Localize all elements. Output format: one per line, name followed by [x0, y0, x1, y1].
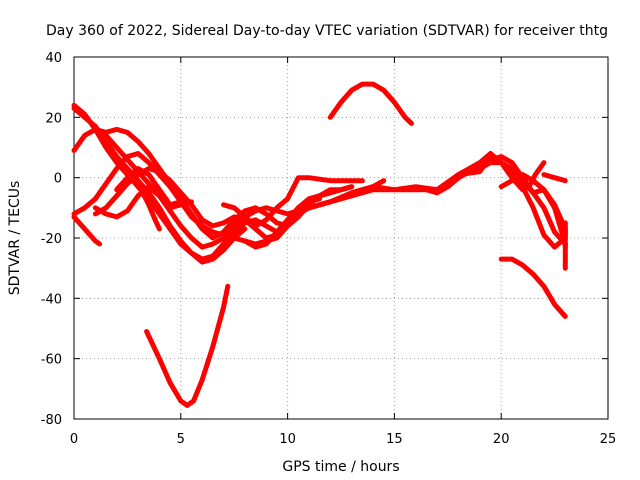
series-line-s21: [501, 259, 565, 316]
tick-layer: 0 5 10 15 20 25 -80 -60 -40 -20 0 20 40: [41, 51, 617, 447]
series-line-s6: [74, 217, 100, 244]
x-tick-label: 0: [70, 432, 78, 447]
x-axis-label: GPS time / hours: [282, 459, 399, 475]
y-tick-label: -80: [41, 413, 62, 428]
y-tick-label: -40: [41, 292, 62, 307]
series-layer: [74, 84, 565, 405]
y-tick-label: -60: [41, 353, 62, 368]
y-tick-label: -20: [41, 232, 62, 247]
x-tick-label: 20: [493, 432, 510, 447]
series-line-s14: [352, 157, 566, 248]
x-tick-label: 15: [386, 432, 403, 447]
series-line-s18: [544, 175, 565, 181]
x-tick-label: 5: [177, 432, 185, 447]
grid-layer: [74, 57, 608, 419]
y-tick-label: 20: [45, 111, 62, 126]
chart-title: Day 360 of 2022, Sidereal Day-to-day VTE…: [46, 23, 608, 39]
chart: Day 360 of 2022, Sidereal Day-to-day VTE…: [0, 0, 640, 480]
x-tick-label: 25: [600, 432, 617, 447]
y-axis-label: SDTVAR / TECUs: [7, 181, 23, 296]
y-tick-label: 0: [54, 172, 62, 187]
series-line-s19: [147, 286, 228, 405]
y-tick-label: 40: [45, 51, 62, 66]
x-tick-label: 10: [279, 432, 296, 447]
